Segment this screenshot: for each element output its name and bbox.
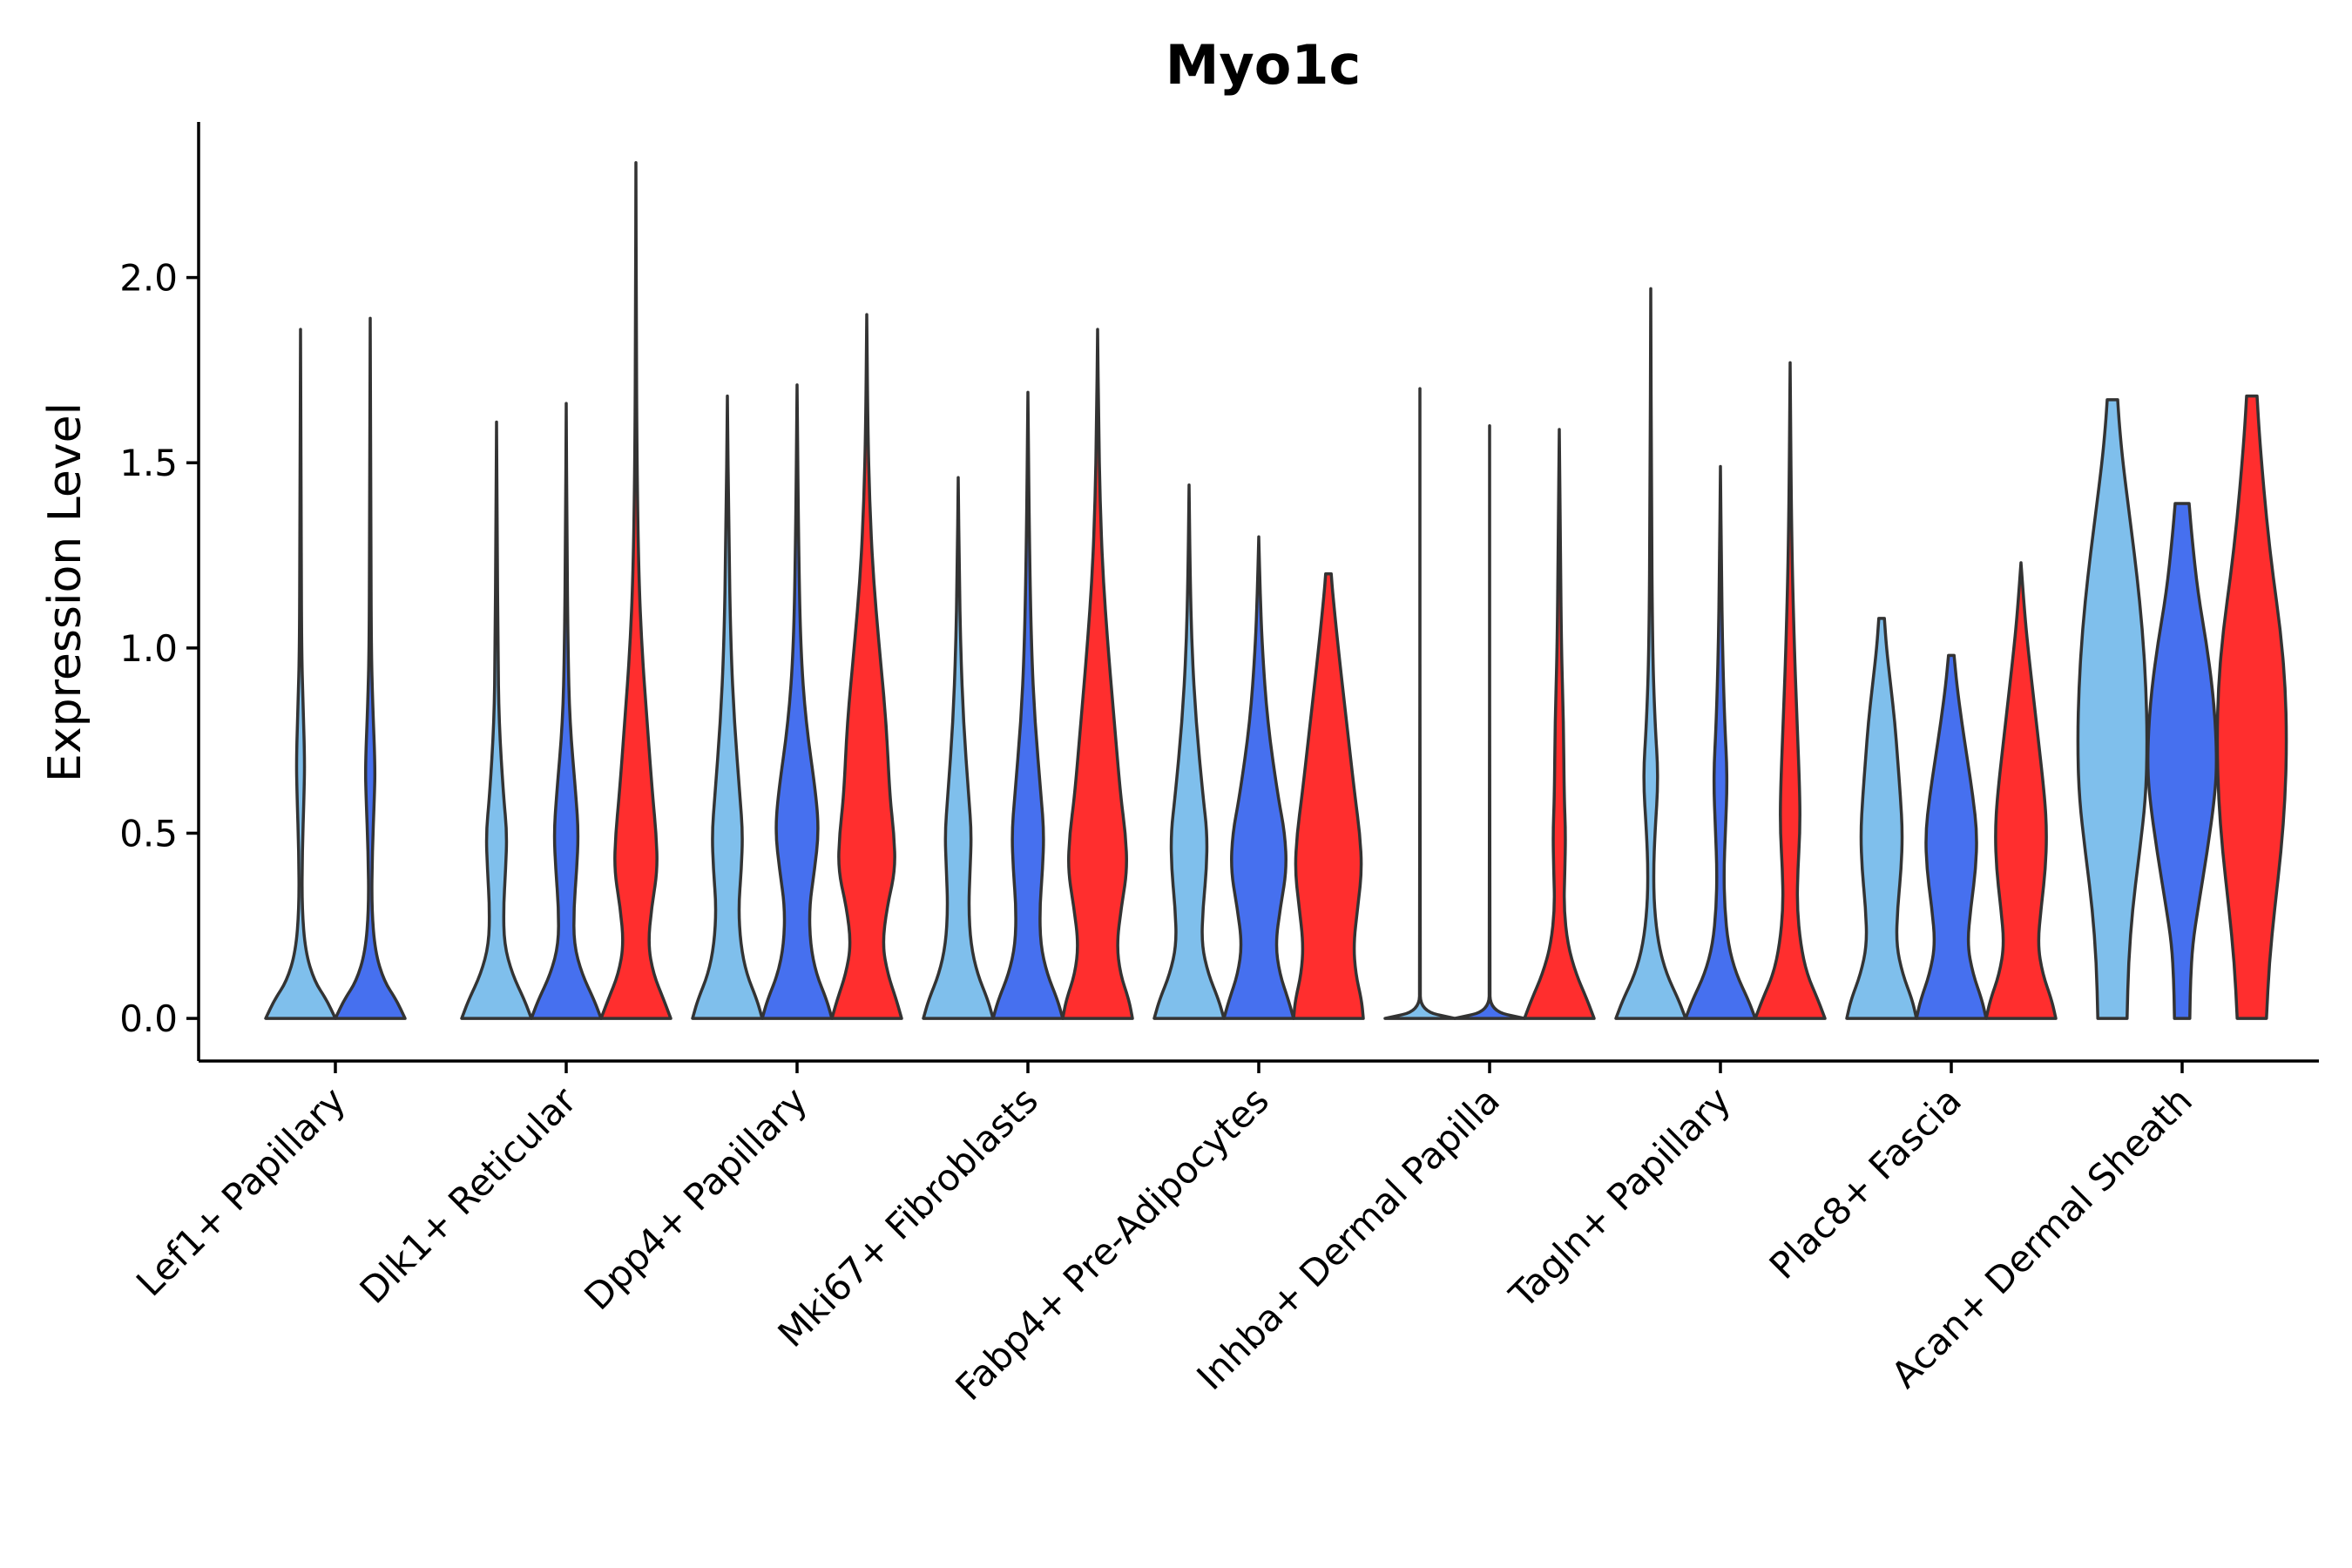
violin-5-0 — [1383, 387, 1456, 1020]
violin-6-0 — [1614, 287, 1687, 1020]
x-tick-label: Tagln+ Papillary — [1501, 1078, 1739, 1316]
x-tick-label: Dlk1+ Reticular — [352, 1078, 585, 1312]
violin-7-1 — [1915, 653, 1988, 1020]
violin-3-0 — [922, 476, 995, 1020]
y-axis-title: Expression Level — [39, 402, 91, 782]
violin-5-1 — [1453, 423, 1526, 1020]
chart-title: Myo1c — [1166, 33, 1362, 97]
violin-4-0 — [1152, 483, 1226, 1020]
y-tick-label: 0.5 — [119, 812, 178, 855]
violin-5-2 — [1523, 428, 1596, 1020]
y-tick-label: 1.5 — [119, 442, 178, 484]
violin-6-1 — [1684, 464, 1757, 1020]
violin-4-1 — [1222, 535, 1295, 1020]
violin-1-1 — [530, 402, 603, 1020]
violin-7-2 — [1984, 561, 2058, 1020]
violins-layer — [264, 161, 2288, 1020]
y-tick-label: 0.0 — [119, 997, 178, 1040]
violin-3-2 — [1061, 328, 1134, 1020]
violin-8-0 — [2076, 398, 2149, 1020]
violin-6-2 — [1754, 361, 1827, 1020]
y-axis: 0.0 0.5 1.0 1.5 2.0 — [119, 122, 200, 1061]
y-tick-label: 1.0 — [119, 627, 178, 670]
violin-1-2 — [599, 161, 672, 1020]
violin-1-0 — [460, 420, 533, 1020]
violin-2-1 — [760, 383, 834, 1020]
x-tick-label: Dpp4+ Papillary — [576, 1078, 815, 1318]
violin-2-2 — [830, 313, 903, 1020]
violin-0-0 — [264, 328, 337, 1020]
x-tick-label: Lef1+ Papillary — [128, 1078, 354, 1304]
violin-8-1 — [2146, 502, 2219, 1020]
violin-4-2 — [1292, 572, 1365, 1020]
violin-2-0 — [691, 394, 764, 1020]
violin-7-0 — [1845, 617, 1918, 1020]
violin-8-2 — [2215, 394, 2288, 1020]
violin-0-1 — [334, 316, 407, 1020]
x-tick-label: Plac8+ Fascia — [1761, 1078, 1970, 1287]
violin-3-1 — [991, 390, 1064, 1020]
y-tick-label: 2.0 — [119, 257, 178, 300]
x-tick-label: Mki67+ Fibroblasts — [770, 1078, 1046, 1355]
